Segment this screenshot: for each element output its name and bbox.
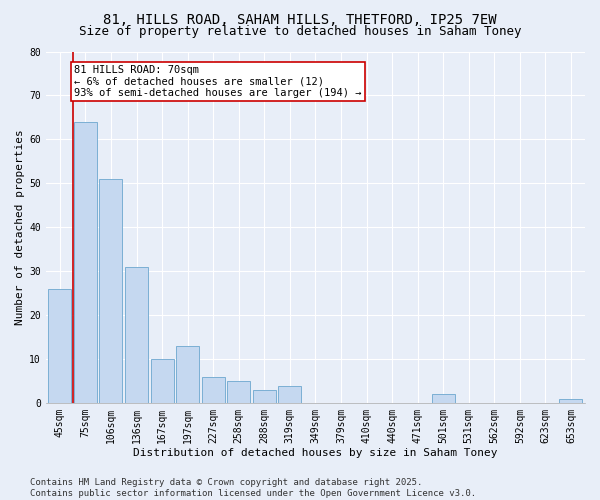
- Bar: [49, 289, 71, 403]
- Bar: [431, 394, 455, 403]
- Text: Size of property relative to detached houses in Saham Toney: Size of property relative to detached ho…: [79, 25, 521, 38]
- Bar: [100, 179, 122, 403]
- Text: 81, HILLS ROAD, SAHAM HILLS, THETFORD, IP25 7EW: 81, HILLS ROAD, SAHAM HILLS, THETFORD, I…: [103, 12, 497, 26]
- Y-axis label: Number of detached properties: Number of detached properties: [15, 130, 25, 325]
- Bar: [176, 346, 199, 403]
- X-axis label: Distribution of detached houses by size in Saham Toney: Distribution of detached houses by size …: [133, 448, 497, 458]
- Bar: [559, 399, 583, 403]
- Bar: [202, 377, 224, 403]
- Text: Contains HM Land Registry data © Crown copyright and database right 2025.
Contai: Contains HM Land Registry data © Crown c…: [30, 478, 476, 498]
- Text: 81 HILLS ROAD: 70sqm
← 6% of detached houses are smaller (12)
93% of semi-detach: 81 HILLS ROAD: 70sqm ← 6% of detached ho…: [74, 64, 361, 98]
- Bar: [278, 386, 301, 403]
- Bar: [151, 360, 173, 403]
- Bar: [125, 267, 148, 403]
- Bar: [253, 390, 276, 403]
- Bar: [227, 381, 250, 403]
- Bar: [74, 122, 97, 403]
